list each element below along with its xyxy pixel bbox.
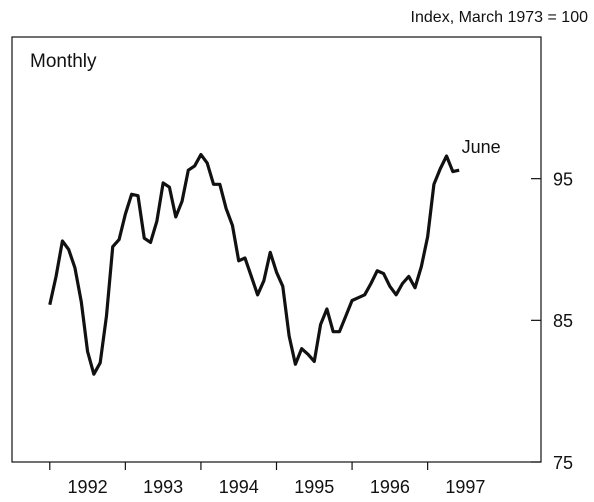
x-tick-label: 1992 (68, 477, 108, 497)
x-tick-label: 1994 (219, 477, 259, 497)
index-line (48, 152, 460, 376)
x-tick-label: 1995 (294, 477, 334, 497)
end-label: June (462, 137, 501, 157)
plot-frame (11, 36, 542, 463)
y-tick-label: 85 (553, 311, 573, 331)
x-tick-label: 1996 (370, 477, 410, 497)
x-tick-label: 1997 (445, 477, 485, 497)
panel-label: Monthly (30, 51, 97, 72)
y-axis-label: Index, March 1973 = 100 (411, 9, 589, 26)
y-tick-label: 95 (553, 169, 573, 189)
x-tick-label: 1993 (143, 477, 183, 497)
y-tick-label: 75 (553, 453, 573, 473)
